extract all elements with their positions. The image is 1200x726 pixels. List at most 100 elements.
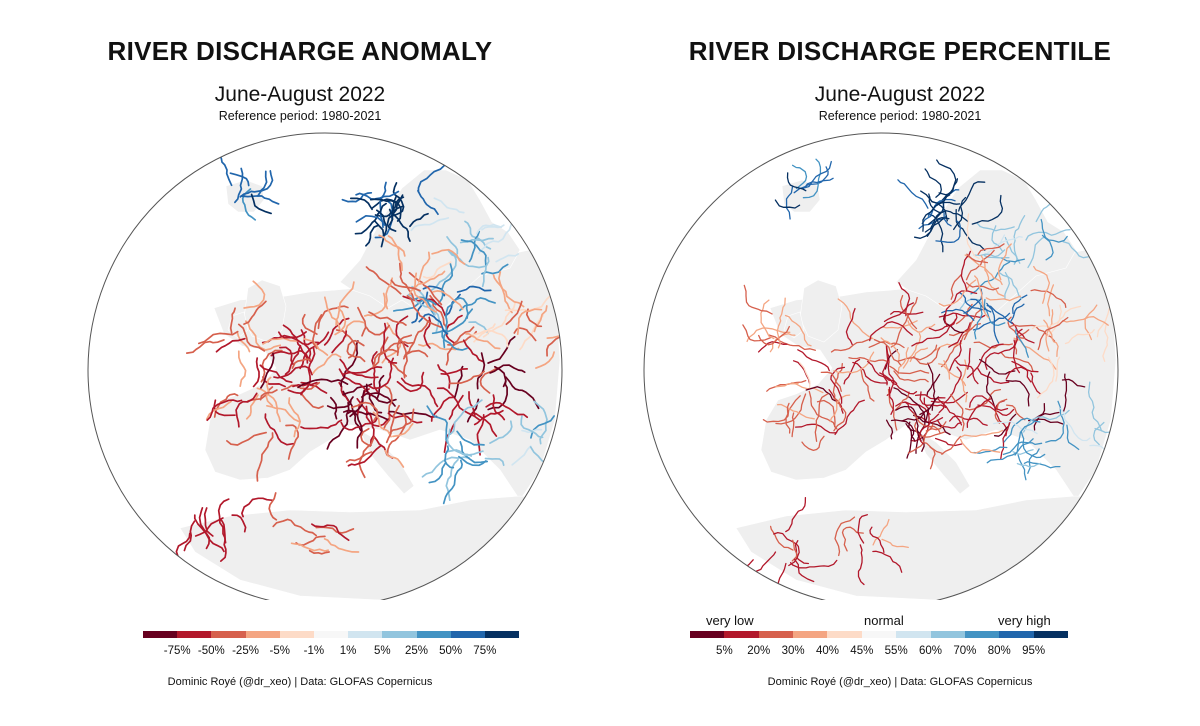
river-segment bbox=[342, 409, 363, 449]
river-segment bbox=[410, 217, 450, 232]
river-segment bbox=[259, 364, 293, 384]
colorbar-swatch bbox=[690, 631, 725, 638]
river-segment bbox=[235, 392, 258, 428]
river-segment bbox=[960, 250, 972, 291]
river-segment bbox=[986, 438, 1034, 464]
river-segment bbox=[841, 526, 864, 552]
river-segment bbox=[398, 338, 408, 379]
map-content bbox=[724, 158, 1118, 600]
river-segment bbox=[403, 319, 430, 358]
river-segment bbox=[226, 431, 267, 446]
river-segment bbox=[215, 337, 246, 353]
tick-label: -75% bbox=[163, 645, 191, 657]
river-segment bbox=[797, 349, 830, 372]
river-segment bbox=[1033, 265, 1051, 304]
river-segment bbox=[252, 357, 260, 388]
river-segment bbox=[368, 311, 407, 326]
river-segment bbox=[340, 417, 379, 431]
river-segment bbox=[912, 347, 941, 366]
river-segment bbox=[329, 396, 338, 420]
river-segment bbox=[776, 297, 786, 349]
river-segment bbox=[958, 181, 986, 212]
river-segment bbox=[953, 196, 967, 231]
river-segment bbox=[456, 285, 492, 293]
river-segment bbox=[489, 364, 526, 374]
river-segment bbox=[937, 398, 963, 426]
tick-label: 50% bbox=[439, 645, 463, 657]
river-segment bbox=[907, 320, 936, 333]
tick-label: 60% bbox=[919, 645, 943, 657]
river-segment bbox=[1017, 454, 1027, 481]
river-segment bbox=[511, 445, 532, 466]
river-segment bbox=[944, 290, 978, 327]
river-segment bbox=[966, 343, 1004, 379]
tick-label: 55% bbox=[884, 645, 908, 657]
river-segment bbox=[422, 261, 452, 279]
colorbar-swatch bbox=[793, 631, 828, 638]
river-segment bbox=[948, 322, 971, 348]
river-segment bbox=[448, 394, 464, 420]
river-segment bbox=[349, 197, 373, 211]
river-segment bbox=[867, 360, 898, 385]
river-segment bbox=[175, 532, 191, 569]
river-segment bbox=[1036, 356, 1055, 399]
river-segment bbox=[833, 397, 847, 432]
colorbar-swatch bbox=[177, 631, 212, 638]
river-segment bbox=[872, 518, 890, 546]
river-segment bbox=[774, 199, 801, 209]
river-segment bbox=[980, 255, 1005, 297]
river-segment bbox=[997, 235, 1023, 246]
tick-label: -50% bbox=[197, 645, 225, 657]
river-segment bbox=[974, 275, 990, 319]
river-segment bbox=[446, 236, 459, 255]
river-segment bbox=[897, 179, 929, 209]
river-segment bbox=[396, 371, 425, 393]
river-segment bbox=[966, 398, 992, 428]
river-segment bbox=[428, 462, 447, 484]
river-segment bbox=[454, 365, 464, 398]
river-segment bbox=[890, 411, 926, 422]
river-segment bbox=[922, 194, 951, 232]
river-segment bbox=[802, 166, 829, 190]
percentile-colorbar bbox=[690, 631, 1068, 638]
river-segment bbox=[963, 308, 983, 341]
river-segment bbox=[930, 391, 968, 404]
land-area bbox=[783, 311, 805, 339]
river-segment bbox=[446, 449, 484, 457]
river-segment bbox=[363, 292, 386, 317]
river-segment bbox=[830, 337, 873, 353]
river-segment bbox=[940, 327, 973, 368]
river-segment bbox=[525, 308, 543, 328]
river-segment bbox=[311, 523, 350, 542]
colorbar-swatch bbox=[1033, 631, 1068, 638]
river-segment bbox=[977, 404, 1015, 417]
river-segment bbox=[1000, 257, 1025, 263]
river-segment bbox=[344, 320, 365, 338]
river-segment bbox=[890, 310, 924, 315]
river-segment bbox=[943, 360, 967, 387]
river-segment bbox=[950, 273, 963, 300]
river-segment bbox=[785, 496, 807, 533]
river-segment bbox=[440, 368, 469, 375]
river-segment bbox=[882, 344, 889, 386]
river-segment bbox=[194, 517, 224, 537]
river-segment bbox=[205, 400, 232, 421]
river-segment bbox=[1087, 381, 1103, 432]
river-segment bbox=[1023, 409, 1070, 433]
river-segment bbox=[338, 368, 372, 397]
river-segment bbox=[1011, 321, 1035, 344]
colorbar-swatch bbox=[313, 631, 349, 638]
river-segment bbox=[872, 550, 903, 573]
river-segment bbox=[475, 223, 503, 235]
river-segment bbox=[408, 271, 443, 306]
river-segment bbox=[912, 414, 951, 436]
river-segment bbox=[830, 366, 846, 404]
river-segment bbox=[911, 318, 957, 347]
river-segment bbox=[941, 435, 962, 455]
river-segment bbox=[966, 253, 989, 264]
river-segment bbox=[834, 399, 865, 436]
river-segment bbox=[1015, 328, 1029, 358]
river-segment bbox=[460, 239, 487, 266]
percentile-panel: RIVER DISCHARGE PERCENTILE June-August 2… bbox=[600, 0, 1200, 726]
river-segment bbox=[241, 188, 257, 221]
